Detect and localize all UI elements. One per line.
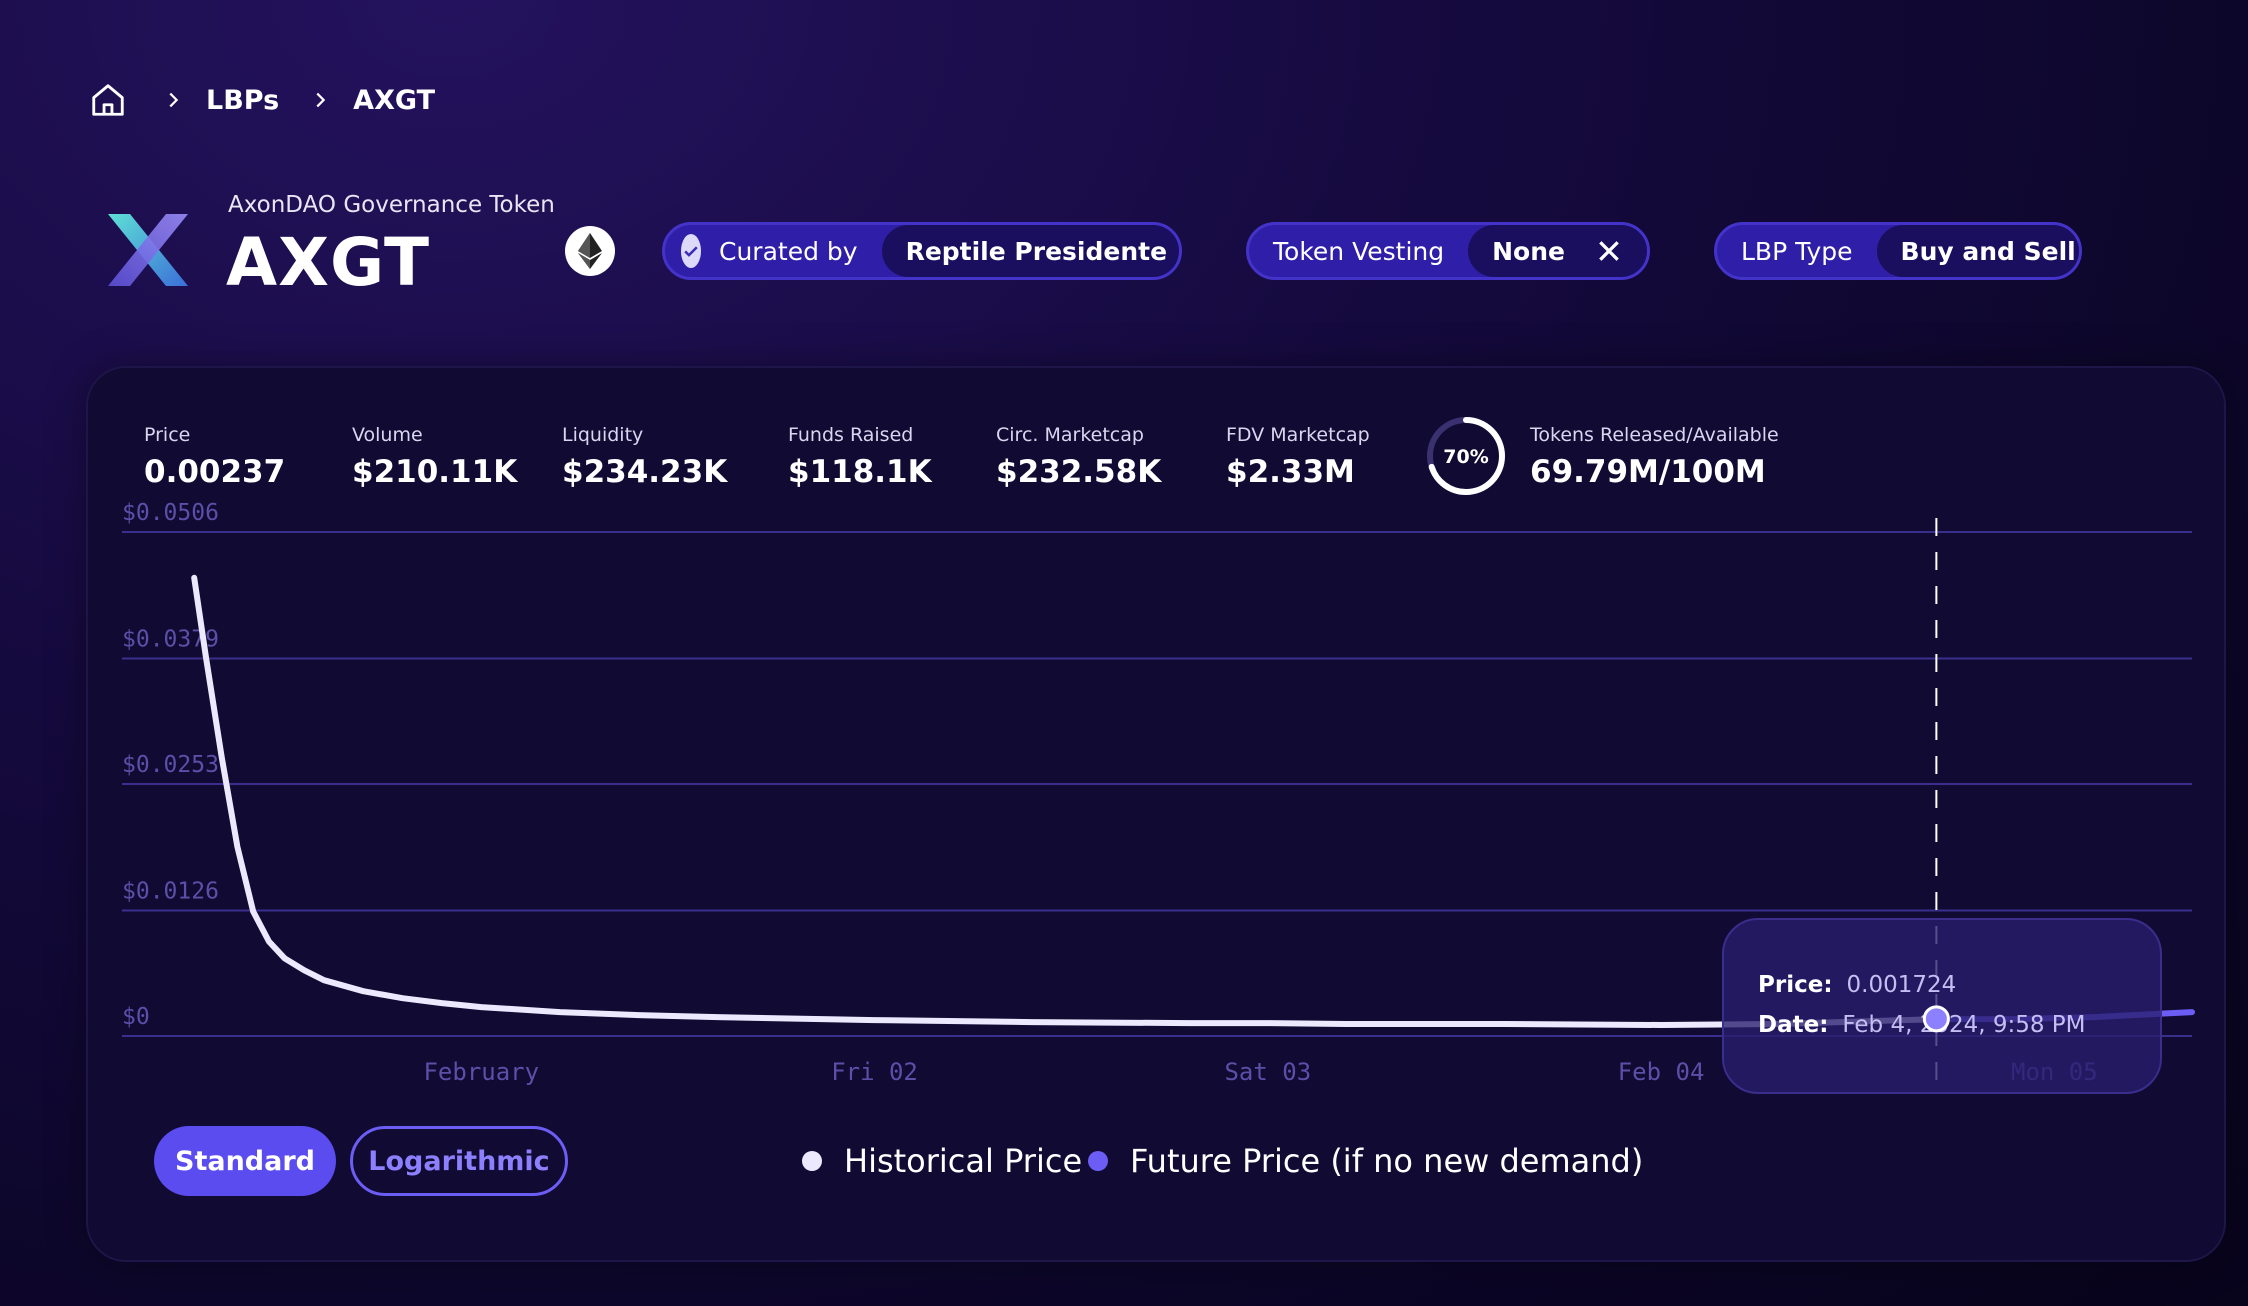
chart-tooltip: Price: 0.001724 Date: Feb 4, 2024, 9:58 PM <box>1722 918 2162 1094</box>
stat-funds-raised: Funds Raised $118.1K <box>788 424 932 490</box>
token-vesting-label: Token Vesting <box>1273 236 1445 266</box>
stat-liquidity: Liquidity $234.23K <box>562 424 727 490</box>
stat-value: $232.58K <box>996 454 1162 490</box>
price-chart-card: Price 0.00237 Volume $210.11K Liquidity … <box>86 366 2226 1262</box>
stat-value: 69.79M/100M <box>1530 454 1766 490</box>
stat-label: FDV Marketcap <box>1226 424 1370 446</box>
y-tick-label: $0.0253 <box>122 752 219 778</box>
y-tick-label: $0 <box>122 1004 150 1030</box>
curator-name-text: Reptile Presidente <box>905 236 1168 266</box>
standard-scale-button[interactable]: Standard <box>154 1126 336 1196</box>
x-tick-label: February <box>423 1058 539 1086</box>
stat-label: Liquidity <box>562 424 644 446</box>
token-vesting-value: None <box>1468 225 1647 277</box>
token-vesting-value-text: None <box>1492 236 1565 266</box>
stat-label: Tokens Released/Available <box>1530 424 1779 446</box>
curated-badge[interactable]: Curated by Reptile Presidente <box>662 222 1182 280</box>
breadcrumb: LBPs AXGT <box>88 78 435 122</box>
breadcrumb-item-current: AXGT <box>353 84 435 116</box>
stat-fdv-marketcap: FDV Marketcap $2.33M <box>1226 424 1370 490</box>
token-name: AxonDAO Governance Token <box>228 192 555 218</box>
home-icon[interactable] <box>88 80 128 120</box>
stat-value: $2.33M <box>1226 454 1355 490</box>
y-tick-label: $0.0506 <box>122 500 219 526</box>
breadcrumb-item-lbps[interactable]: LBPs <box>206 84 280 116</box>
tokens-released-percent: 70% <box>1443 446 1488 468</box>
chevron-right-icon <box>305 85 335 115</box>
curator-name[interactable]: Reptile Presidente <box>881 225 1179 277</box>
tokens-released-progress-ring: 70% <box>1427 417 1505 495</box>
stat-value: 0.00237 <box>144 454 286 490</box>
stat-label: Volume <box>352 424 423 446</box>
lbp-type-value: Buy and Sell <box>1876 225 2079 277</box>
stat-circ-marketcap: Circ. Marketcap $232.58K <box>996 424 1161 490</box>
lbp-type-label: LBP Type <box>1741 236 1853 266</box>
legend-dot-future <box>1088 1151 1108 1171</box>
check-circle-icon <box>681 234 701 268</box>
legend-historical: Historical Price <box>802 1138 1082 1184</box>
stat-tokens-released: Tokens Released/Available 69.79M/100M <box>1530 424 1779 490</box>
x-tick-label: Sat 03 <box>1224 1058 1311 1086</box>
curated-label: Curated by <box>719 236 858 266</box>
legend-historical-label: Historical Price <box>844 1142 1083 1180</box>
token-vesting-badge[interactable]: Token Vesting None <box>1246 222 1650 280</box>
legend-future: Future Price (if no new demand) <box>1088 1138 1643 1184</box>
x-tick-label: Feb 04 <box>1618 1058 1705 1086</box>
price-chart: $0.0506$0.0379$0.0253$0.0126$0 February F… <box>122 500 2195 1094</box>
y-axis: $0.0506$0.0379$0.0253$0.0126$0 <box>122 500 219 1030</box>
logarithmic-scale-button[interactable]: Logarithmic <box>350 1126 568 1196</box>
tooltip-price-value: 0.001724 <box>1846 972 1957 998</box>
historical-price-line <box>191 574 1940 1028</box>
stat-value: $234.23K <box>562 454 728 490</box>
stat-label: Circ. Marketcap <box>996 424 1144 446</box>
tooltip-price: Price: 0.001724 <box>1758 972 1956 998</box>
stat-price: Price 0.00237 <box>144 424 285 490</box>
lbp-type-badge[interactable]: LBP Type Buy and Sell <box>1714 222 2082 280</box>
close-icon <box>1595 237 1623 265</box>
ethereum-icon <box>565 226 615 276</box>
token-symbol: AXGT <box>226 224 430 301</box>
stat-label: Price <box>144 424 191 446</box>
y-tick-label: $0.0126 <box>122 878 219 904</box>
chevron-right-icon <box>158 85 188 115</box>
tooltip-price-label: Price: <box>1758 972 1833 998</box>
tooltip-date: Date: Feb 4, 2024, 9:58 PM <box>1758 1012 2086 1038</box>
legend-dot-historical <box>802 1151 822 1171</box>
stat-value: $118.1K <box>788 454 932 490</box>
legend-future-label: Future Price (if no new demand) <box>1130 1142 1644 1180</box>
tooltip-date-value: Feb 4, 2024, 9:58 PM <box>1842 1012 2086 1038</box>
token-logo <box>108 214 188 286</box>
stat-label: Funds Raised <box>788 424 914 446</box>
stat-value: $210.11K <box>352 454 518 490</box>
x-tick-label: Fri 02 <box>831 1058 918 1086</box>
tooltip-date-label: Date: <box>1758 1012 1829 1038</box>
stat-volume: Volume $210.11K <box>352 424 517 490</box>
